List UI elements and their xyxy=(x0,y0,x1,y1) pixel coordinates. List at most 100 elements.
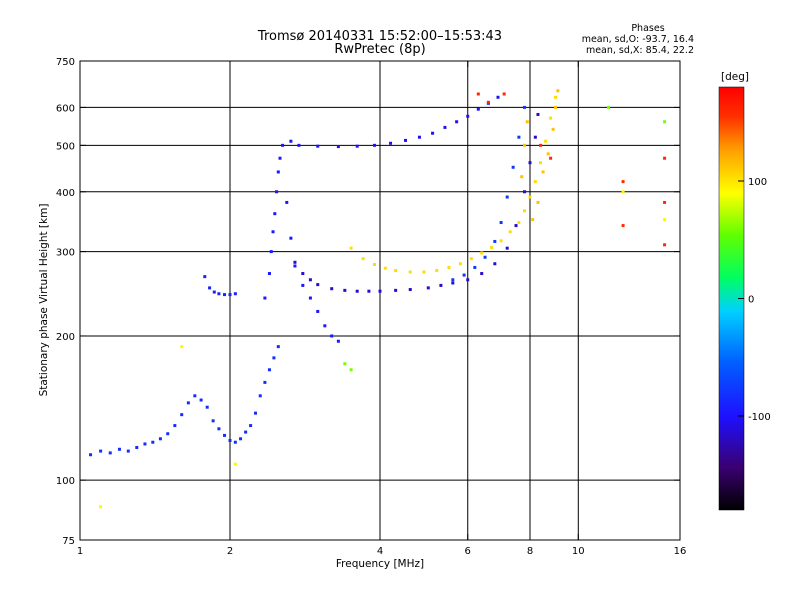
scatter-point xyxy=(126,449,130,453)
scatter-point xyxy=(533,180,537,184)
x-tick-label: 4 xyxy=(377,546,383,557)
scatter-point xyxy=(490,245,494,249)
scatter-point xyxy=(544,139,548,143)
scatter-point xyxy=(553,95,557,99)
scatter-point xyxy=(367,289,371,293)
phase-o-stats: mean, sd,O: -93.7, 16.4 xyxy=(582,34,694,45)
scatter-point xyxy=(239,437,243,441)
axis-ticks: 1 2 4 6 8 10 16 75 100 200 300 400 500 600 750 xyxy=(56,57,686,557)
scatter-point xyxy=(173,424,177,428)
scatter-point xyxy=(462,273,466,277)
phase-x-stats: mean, sd,X: 85.4, 22.2 xyxy=(586,45,694,56)
scatter-point xyxy=(249,424,253,428)
scatter-point xyxy=(505,246,509,250)
scatter-point xyxy=(269,250,273,254)
scatter-point xyxy=(466,114,470,118)
scatter-point xyxy=(223,433,227,437)
scatter-point xyxy=(330,287,334,291)
scatter-point xyxy=(499,239,503,243)
scatter-point xyxy=(205,405,209,409)
colorbar-ticks: 100 0 -100 xyxy=(738,177,771,423)
scatter-point xyxy=(336,339,340,343)
scatter-point xyxy=(473,265,477,269)
y-tick-label: 500 xyxy=(56,141,75,152)
scatter-point xyxy=(663,218,667,222)
scatter-point xyxy=(316,309,320,313)
y-tick-label: 750 xyxy=(56,57,75,68)
scatter-point xyxy=(417,135,421,139)
scatter-point xyxy=(443,125,447,129)
scatter-point xyxy=(451,281,455,285)
scatter-point xyxy=(289,236,293,240)
scatter-point xyxy=(525,120,529,124)
scatter-point xyxy=(99,449,103,453)
scatter-point xyxy=(533,135,537,139)
scatter-point xyxy=(143,442,147,446)
scatter-point xyxy=(531,218,535,222)
scatter-point xyxy=(663,243,667,247)
x-axis-label: Frequency [MHz] xyxy=(336,558,424,570)
scatter-point xyxy=(466,278,470,282)
scatter-point xyxy=(408,270,412,274)
x-tick-label: 1 xyxy=(77,546,83,557)
scatter-point xyxy=(663,156,667,160)
scatter-point xyxy=(505,195,509,199)
scatter-point xyxy=(233,462,237,466)
scatter-point xyxy=(458,262,462,266)
scatter-point xyxy=(553,105,557,109)
scatter-point xyxy=(607,105,611,109)
scatter-point xyxy=(476,107,480,111)
scatter-point xyxy=(316,144,320,148)
scatter-point xyxy=(193,394,197,398)
scatter-point xyxy=(276,170,280,174)
scatter-point xyxy=(621,190,625,194)
scatter-point xyxy=(289,139,293,143)
scatter-point xyxy=(439,283,443,287)
y-tick-label: 600 xyxy=(56,103,75,114)
scatter-point xyxy=(403,138,407,142)
scatter-point xyxy=(493,239,497,243)
scatter-point xyxy=(551,127,555,131)
scatter-point xyxy=(394,288,398,292)
scatter-point xyxy=(281,143,285,147)
scatter-point xyxy=(267,368,271,372)
scatter-point xyxy=(549,156,553,160)
scatter-point xyxy=(263,380,267,384)
scatter-point xyxy=(301,283,305,287)
scatter-point xyxy=(272,356,276,360)
chart-title: Tromsø 20140331 15:52:00–15:53:43 xyxy=(257,29,502,44)
scatter-point xyxy=(523,105,527,109)
scatter-point xyxy=(517,221,521,225)
scatter-point xyxy=(308,296,312,300)
scatter-point xyxy=(99,505,103,509)
scatter-point xyxy=(541,170,545,174)
scatter-point xyxy=(383,266,387,270)
scatter-point xyxy=(343,288,347,292)
scatter-point xyxy=(549,116,553,120)
scatter-point xyxy=(408,288,412,292)
scatter-point xyxy=(267,272,271,276)
scatter-point xyxy=(278,156,282,160)
scatter-point xyxy=(517,135,521,139)
scatter-point xyxy=(117,447,121,451)
scatter-point xyxy=(361,257,365,261)
scatter-point xyxy=(621,180,625,184)
x-tick-label: 16 xyxy=(674,546,687,557)
x-tick-label: 10 xyxy=(572,546,585,557)
colorbar-tick-label: 0 xyxy=(748,295,754,306)
scatter-point xyxy=(539,161,543,165)
scatter-point xyxy=(217,292,221,296)
scatter-point xyxy=(151,440,155,444)
scatter-point xyxy=(228,439,232,443)
scatter-point xyxy=(349,246,353,250)
y-tick-label: 100 xyxy=(56,476,75,487)
scatter-point xyxy=(447,265,451,269)
scatter-point xyxy=(180,413,184,417)
scatter-point xyxy=(316,283,320,287)
scatter-point xyxy=(228,293,232,297)
scatter-point xyxy=(217,427,221,431)
phases-heading: Phases xyxy=(631,23,664,34)
scatter-point xyxy=(89,453,93,457)
scatter-point xyxy=(511,165,515,169)
scatter-point xyxy=(426,286,430,290)
